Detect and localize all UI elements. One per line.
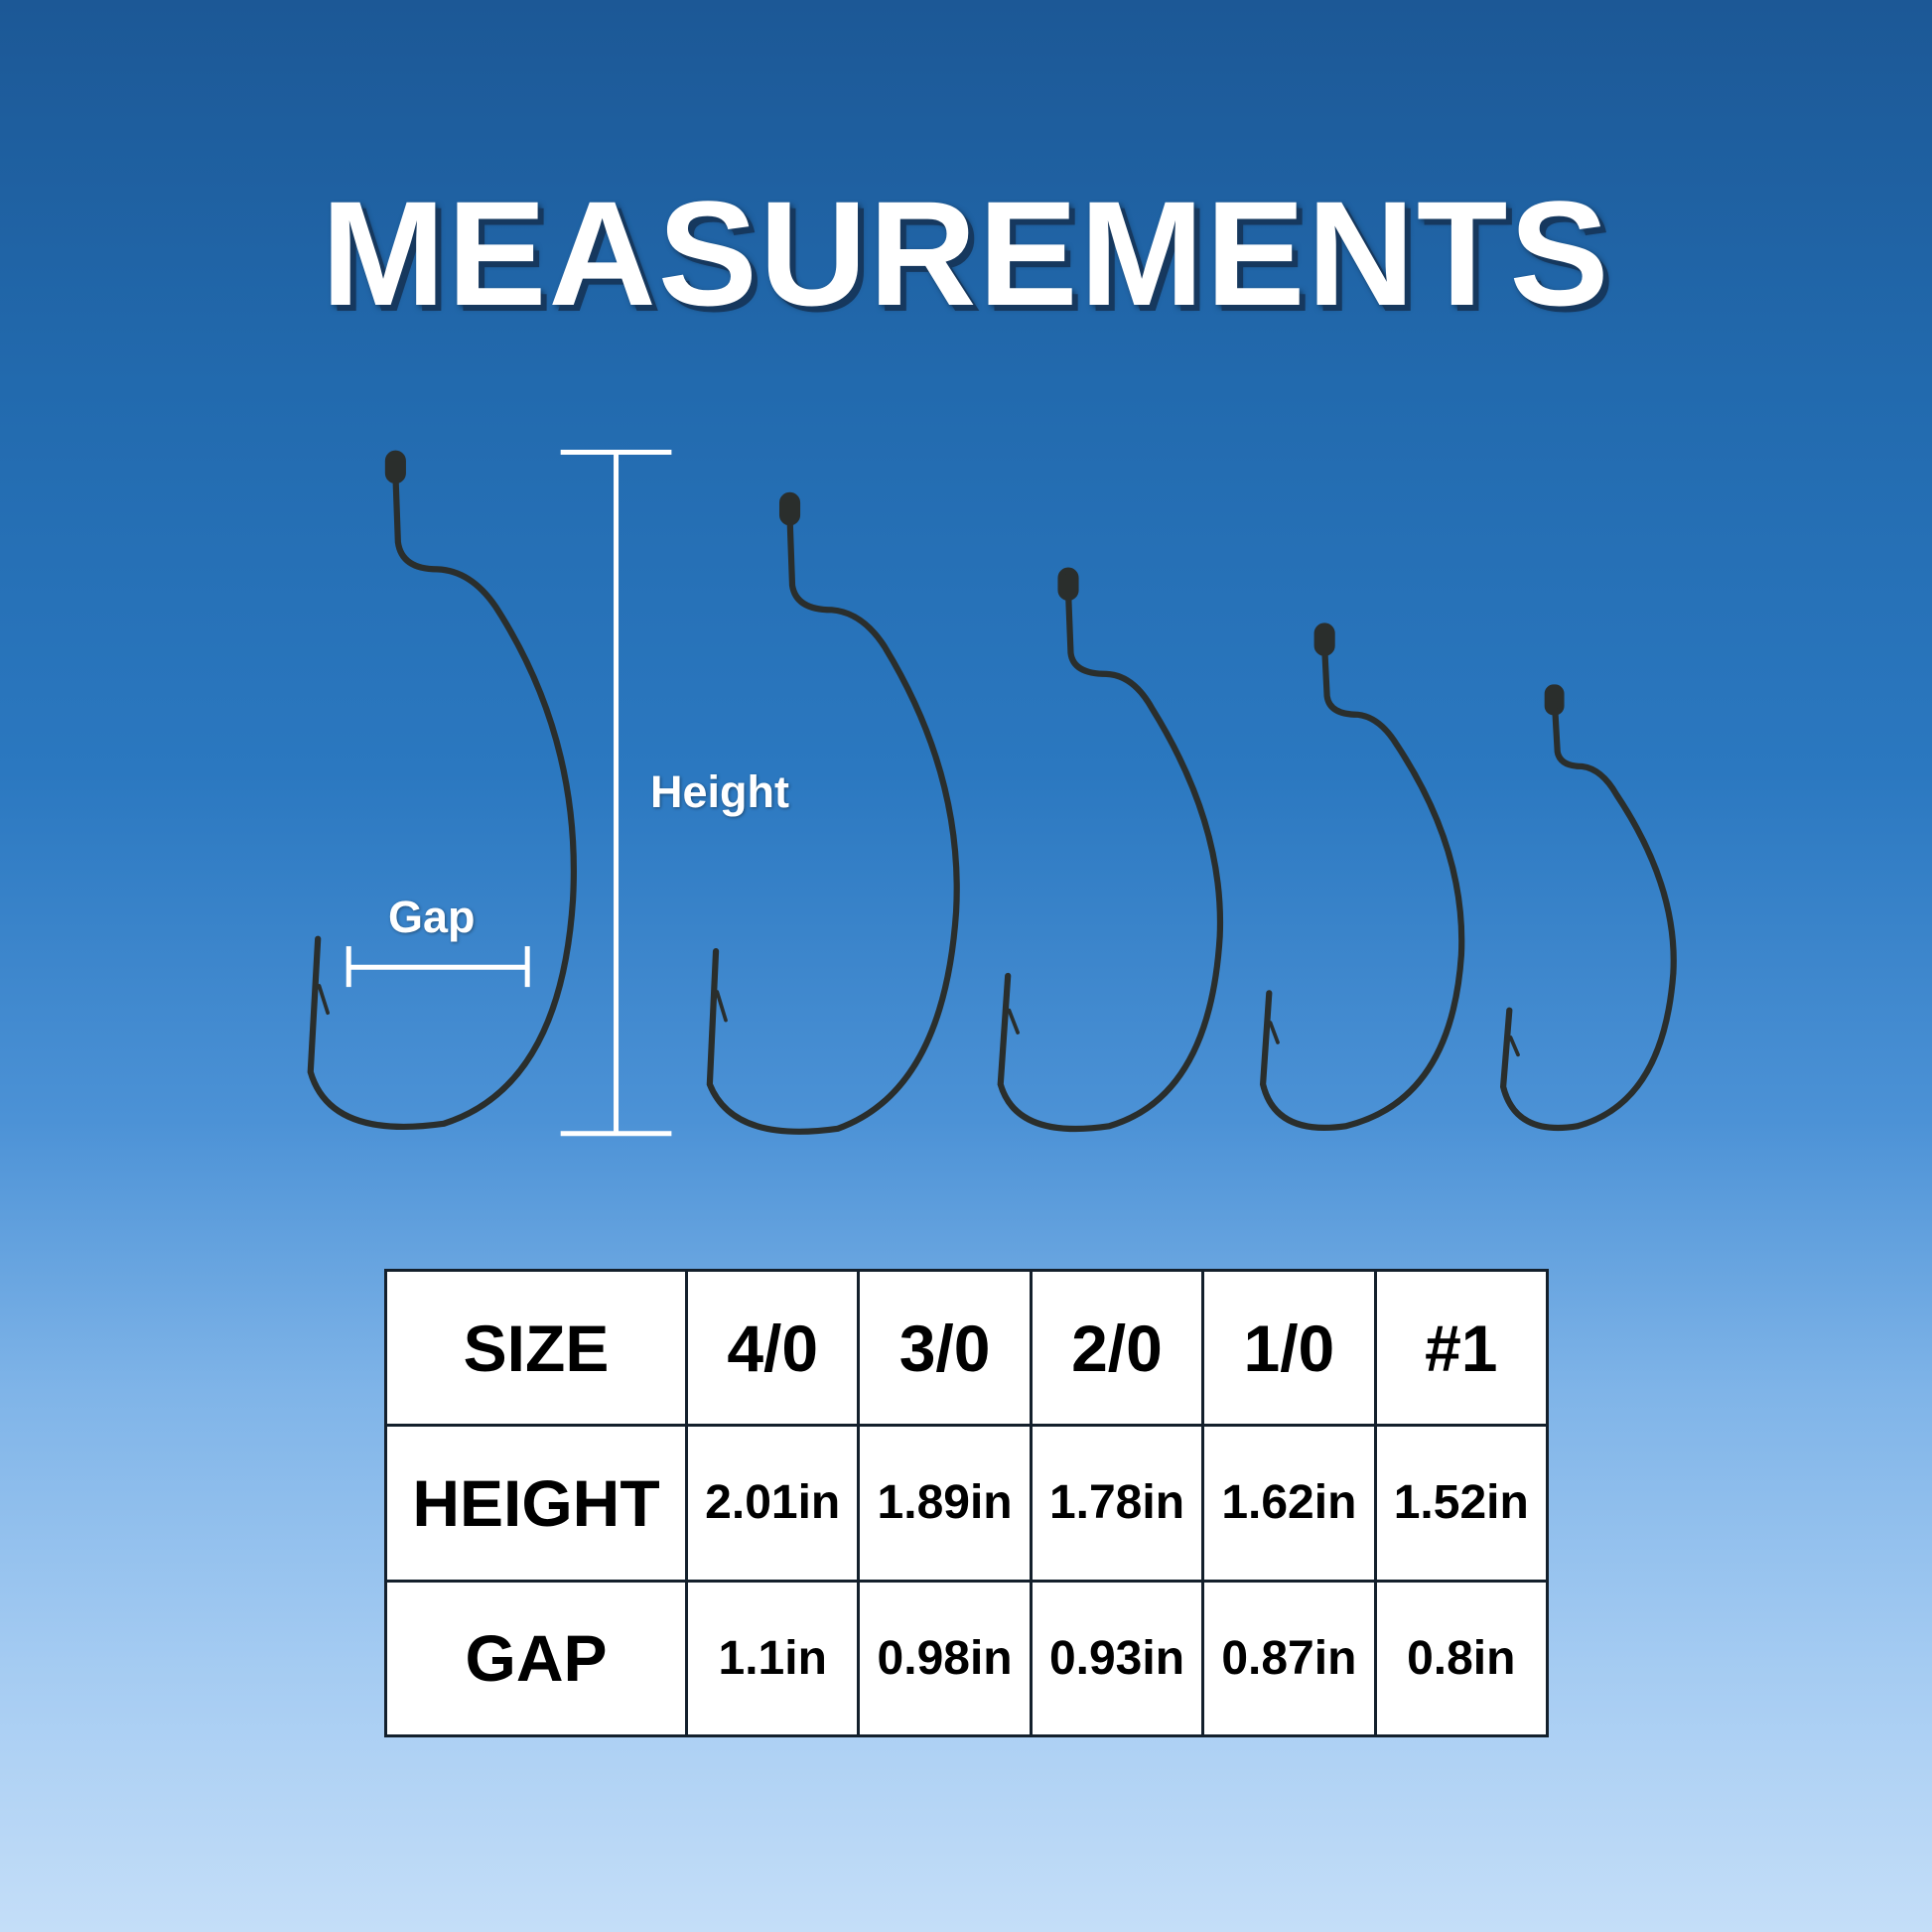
hook-2-0 [997, 567, 1224, 1133]
table-cell: 1.52in [1373, 1424, 1550, 1583]
measurements-table: SIZE 4/0 3/0 2/0 1/0 #1 HEIGHT 2.01in 1.… [384, 1268, 1550, 1738]
table-row-size: SIZE 4/0 3/0 2/0 1/0 #1 [384, 1268, 1550, 1428]
table-cell: 0.8in [1373, 1579, 1550, 1738]
table-cell: 1/0 [1201, 1268, 1377, 1428]
hook-4-0 [307, 450, 577, 1130]
height-dimension-line [560, 449, 672, 1137]
gap-label: Gap [388, 892, 476, 942]
hook-3-0 [706, 491, 960, 1135]
table-cell: 0.87in [1201, 1579, 1377, 1738]
table-row-height: HEIGHT 2.01in 1.89in 1.78in 1.62in 1.52i… [384, 1424, 1550, 1583]
table-cell: 2/0 [1029, 1268, 1205, 1428]
height-label: Height [650, 766, 789, 817]
table-cell: 1.78in [1029, 1424, 1205, 1583]
page-title: MEASUREMENTS [321, 170, 1611, 337]
row-header: HEIGHT [384, 1424, 688, 1583]
gap-dimension-line [345, 946, 530, 988]
hook-1 [1499, 684, 1677, 1132]
row-header: GAP [384, 1579, 688, 1738]
table-cell: 3/0 [857, 1268, 1033, 1428]
table-cell: 1.62in [1201, 1424, 1377, 1583]
table-cell: 0.98in [857, 1579, 1033, 1738]
table-cell: 2.01in [684, 1424, 861, 1583]
table-row-gap: GAP 1.1in 0.98in 0.93in 0.87in 0.8in [384, 1579, 1550, 1738]
table-cell: 1.1in [684, 1579, 861, 1738]
table-cell: 1.89in [857, 1424, 1033, 1583]
row-header: SIZE [384, 1268, 688, 1428]
hook-1-0 [1259, 622, 1465, 1132]
table-cell: #1 [1373, 1268, 1550, 1428]
table-cell: 4/0 [684, 1268, 861, 1428]
table-cell: 0.93in [1029, 1579, 1205, 1738]
